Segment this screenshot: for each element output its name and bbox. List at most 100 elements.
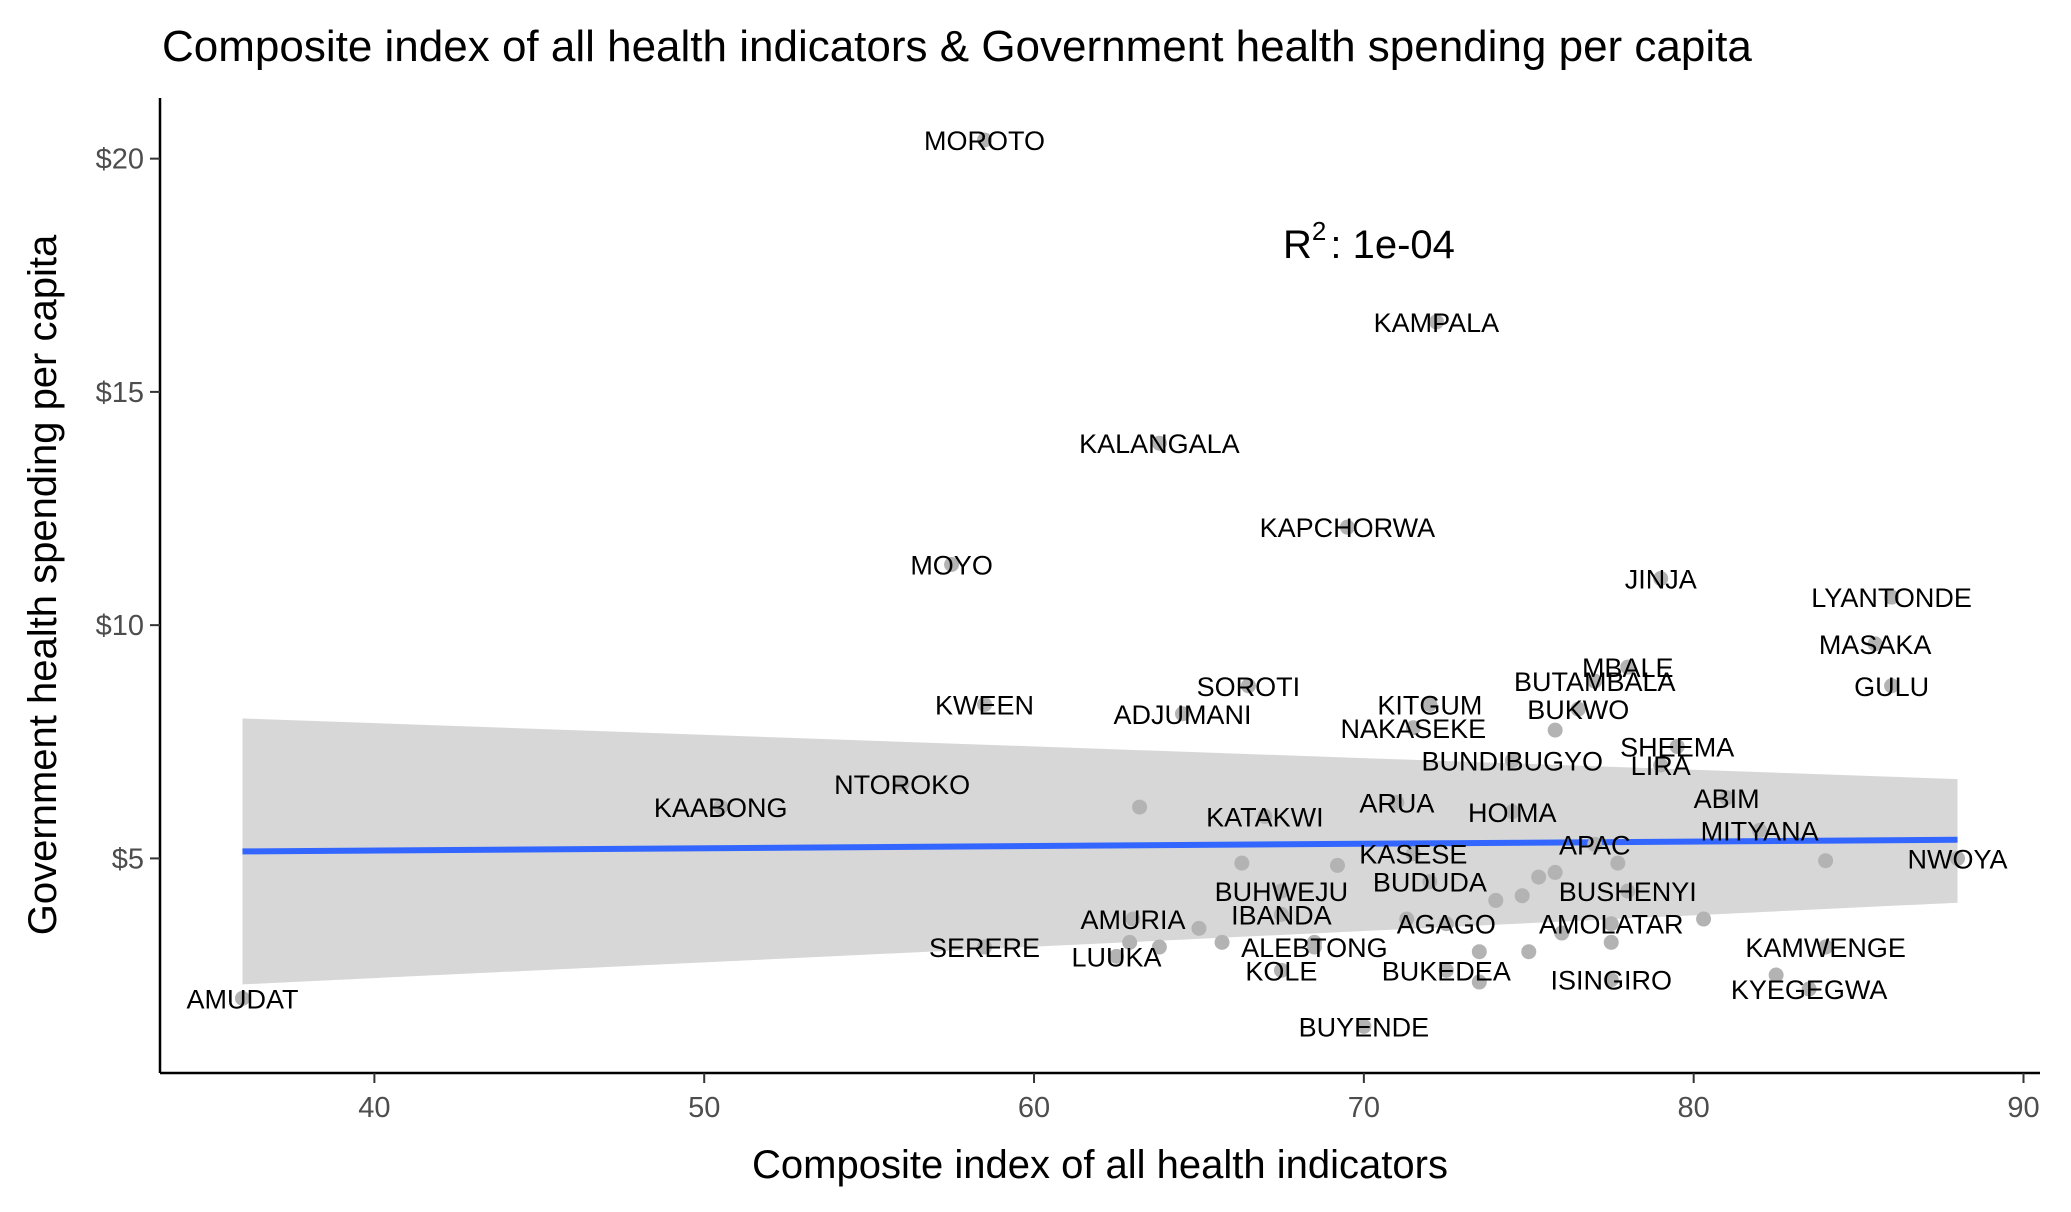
point-label: BUKEDEA (1382, 956, 1511, 986)
data-point (1867, 636, 1883, 652)
data-point (1884, 678, 1900, 694)
point-label: ALEBTONG (1241, 933, 1388, 963)
data-point (1884, 589, 1900, 605)
data-point (1273, 883, 1289, 899)
data-point (1603, 934, 1619, 950)
data-point (1603, 916, 1619, 932)
point-label: NAKASEKE (1341, 714, 1487, 744)
point-label: MOROTO (924, 126, 1045, 156)
data-points-layer (234, 132, 1966, 1034)
point-label: BUTAMBALA (1514, 667, 1676, 697)
point-label: ISINGIRO (1550, 966, 1672, 996)
point-label: SHEEMA (1620, 732, 1734, 762)
regression-line (242, 836, 1958, 855)
data-point (1122, 934, 1138, 950)
point-label: MASAKA (1819, 630, 1932, 660)
data-point (1950, 850, 1966, 866)
data-point (1132, 799, 1148, 815)
y-tick-label: $10 (96, 610, 144, 642)
data-point (1521, 944, 1537, 960)
point-label: GULU (1854, 672, 1929, 702)
x-axis-title: Composite index of all health indicators (752, 1143, 1448, 1187)
data-point (1257, 808, 1273, 824)
point-label: AMURIA (1080, 905, 1185, 935)
data-point (1752, 822, 1768, 838)
point-label: BUHWEJU (1215, 877, 1349, 907)
point-label: KALANGALA (1079, 429, 1240, 459)
data-point (1653, 757, 1669, 773)
data-point (1547, 722, 1563, 738)
data-point (977, 696, 993, 712)
y-tick-label: $5 (112, 843, 144, 875)
data-point (1768, 967, 1784, 983)
data-point (977, 132, 993, 148)
data-point (1339, 519, 1355, 535)
point-label: AGAGO (1397, 910, 1496, 940)
point-label: SOROTI (1197, 672, 1301, 702)
point-label: JINJA (1625, 565, 1697, 595)
data-point (1620, 883, 1636, 899)
point-label: ARUA (1359, 788, 1434, 818)
data-point (1570, 701, 1586, 717)
point-label: BUNDIBUGYO (1422, 746, 1604, 776)
data-point (1504, 804, 1520, 820)
y-tick-label: $20 (96, 144, 144, 176)
data-point (1471, 944, 1487, 960)
x-tick-label: 40 (358, 1092, 390, 1124)
confidence-band-layer (242, 718, 1958, 985)
data-point (1818, 853, 1834, 869)
point-labels-layer: MOROTO KAMPALA KALANGALA KAPCHORWA MOYO JINJA… (186, 126, 2007, 1042)
chart-title: Composite index of all health indicators… (162, 22, 1752, 71)
data-point (1273, 962, 1289, 978)
data-point (1669, 738, 1685, 754)
data-point (1504, 752, 1520, 768)
data-point (1471, 974, 1487, 990)
data-point (1587, 836, 1603, 852)
point-label: AMUDAT (186, 984, 298, 1014)
point-label: BUDUDA (1373, 868, 1487, 898)
data-point (944, 557, 960, 573)
x-tick-label: 50 (688, 1092, 720, 1124)
data-point (894, 776, 910, 792)
y-tick-label: $15 (96, 377, 144, 409)
data-point (1151, 435, 1167, 451)
data-point (1438, 916, 1454, 932)
x-tick-label: 60 (1018, 1092, 1050, 1124)
axes (158, 98, 2040, 1075)
point-label: KITGUM (1377, 690, 1482, 720)
point-label: KOLE (1245, 956, 1317, 986)
point-label: BUKWO (1527, 695, 1629, 725)
point-label: LUUKA (1071, 942, 1161, 972)
data-point (1653, 571, 1669, 587)
data-point (1174, 706, 1190, 722)
point-label: MBALE (1582, 653, 1674, 683)
point-label: KAMPALA (1374, 308, 1500, 338)
data-point (1801, 981, 1817, 997)
point-label: IBANDA (1231, 900, 1332, 930)
point-label: LYANTONDE (1811, 583, 1972, 613)
data-point (1696, 911, 1712, 927)
data-point (1405, 720, 1421, 736)
r-squared-base: R (1283, 223, 1312, 267)
data-point (1234, 855, 1250, 871)
data-point (1587, 673, 1603, 689)
data-point (1214, 934, 1230, 950)
data-point (1389, 794, 1405, 810)
x-tick-label: 90 (2007, 1092, 2039, 1124)
data-point (1554, 925, 1570, 941)
r-squared-superscript: 2 (1312, 216, 1326, 246)
x-tick-label: 70 (1348, 1092, 1380, 1124)
r-squared-value: : 1e-04 (1330, 223, 1455, 267)
data-point (1438, 962, 1454, 978)
data-point (1240, 678, 1256, 694)
point-label: MOYO (910, 551, 993, 581)
data-point (1422, 696, 1438, 712)
data-point (1306, 934, 1322, 950)
point-label: BUSHENYI (1559, 877, 1697, 907)
point-label: SERERE (929, 933, 1040, 963)
point-label: HOIMA (1468, 798, 1557, 828)
point-label: APAC (1559, 830, 1631, 860)
data-point (1514, 888, 1530, 904)
y-axis-title: Government health spending per capita (21, 234, 65, 935)
